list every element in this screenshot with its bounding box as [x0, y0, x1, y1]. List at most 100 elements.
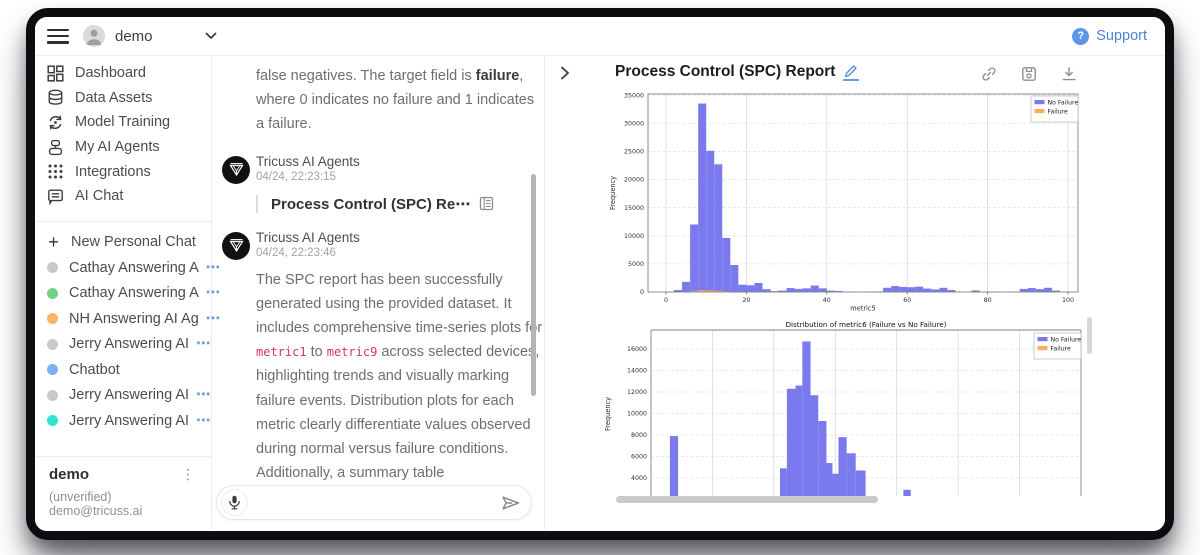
chat-list-item[interactable]: Chatbot	[47, 357, 211, 383]
svg-text:16000: 16000	[627, 346, 647, 353]
chat-name: Jerry Answering AI	[69, 412, 190, 429]
sidebar: Dashboard Data Assets Model Training My AI …	[35, 56, 220, 530]
new-personal-chat-button[interactable]: + New Personal Chat	[47, 230, 211, 256]
sidebar-item-label: Model Training	[75, 114, 171, 131]
chat-name: Chatbot	[69, 361, 120, 378]
nav-list: Dashboard Data Assets Model Training My AI …	[35, 56, 211, 209]
message-timestamp: 04/24, 22:23:46	[256, 246, 336, 259]
svg-text:Distribution of metric6 (Failu: Distribution of metric6 (Failure vs No F…	[786, 320, 947, 329]
sidebar-item-my-ai-agents[interactable]: My AI Agents	[47, 135, 211, 160]
svg-text:15000: 15000	[624, 205, 644, 212]
svg-text:12000: 12000	[627, 389, 647, 396]
figure-metric6-distribution: Distribution of metric6 (Failure vs No F…	[602, 319, 1090, 496]
message-text: failure	[475, 68, 520, 84]
footer-username: demo	[49, 466, 90, 483]
new-chat-label: New Personal Chat	[71, 234, 196, 251]
svg-text:0: 0	[664, 297, 668, 304]
sidebar-item-label: Integrations	[75, 163, 151, 180]
message-timestamp: 04/24, 22:23:15	[256, 170, 336, 183]
agents-icon	[47, 139, 64, 156]
chat-list-item[interactable]: Jerry Answering AI ⋯	[47, 332, 211, 358]
svg-text:5000: 5000	[628, 261, 644, 268]
truncation-ellipsis: ⋯	[205, 310, 222, 327]
truncation-ellipsis: ⋯	[196, 336, 212, 353]
truncation-ellipsis: ⋯	[205, 285, 222, 302]
report-vertical-scrollbar[interactable]	[1087, 317, 1092, 354]
copy-link-button[interactable]	[981, 66, 997, 82]
app-window: demo ? Support Dashboard Data Assets Model…	[26, 8, 1174, 540]
svg-text:10000: 10000	[627, 411, 647, 418]
svg-text:20000: 20000	[624, 177, 644, 184]
sidebar-item-dashboard[interactable]: Dashboard	[47, 61, 211, 86]
save-button[interactable]	[1021, 66, 1037, 82]
document-icon	[479, 196, 494, 211]
chat-message: Tricuss AI Agents 04/24, 22:23:15 Process …	[222, 153, 544, 213]
svg-text:100: 100	[1062, 297, 1074, 304]
message-text: across selected devices, highlighting tr…	[256, 344, 540, 482]
chat-color-dot-icon	[47, 364, 58, 376]
sidebar-item-integrations[interactable]: Integrations	[47, 159, 211, 184]
report-attachment-card[interactable]: Process Control (SPC) Re⋯	[256, 194, 544, 213]
svg-text:6000: 6000	[631, 454, 647, 461]
message-text: false negatives. The target field is	[256, 68, 476, 84]
chat-color-dot-icon	[47, 338, 58, 350]
truncation-ellipsis: ⋯	[196, 387, 212, 404]
truncation-ellipsis: ⋯	[205, 259, 222, 276]
user-name: demo	[115, 27, 153, 45]
send-icon	[502, 495, 520, 510]
user-menu[interactable]: demo	[83, 25, 217, 47]
send-button[interactable]	[497, 495, 525, 511]
topbar: demo ? Support	[35, 17, 1165, 56]
chat-name: Cathay Answering A	[69, 259, 199, 276]
chat-list-item[interactable]: Jerry Answering AI ⋯	[47, 408, 211, 434]
chat-scrollbar[interactable]	[531, 174, 536, 396]
chat-color-dot-icon	[47, 287, 58, 299]
svg-text:60: 60	[903, 297, 911, 304]
message-text-continued: false negatives. The target field is fai…	[256, 64, 544, 137]
svg-text:No Failure: No Failure	[1051, 336, 1082, 343]
sidebar-item-label: AI Chat	[75, 188, 124, 205]
edit-title-button[interactable]	[843, 64, 860, 81]
database-icon	[47, 89, 64, 106]
chat-name: Jerry Answering AI	[69, 387, 190, 404]
chevron-down-icon[interactable]	[205, 27, 217, 45]
user-avatar	[83, 25, 105, 47]
microphone-button[interactable]	[221, 489, 248, 516]
hamburger-menu-icon[interactable]	[47, 28, 69, 44]
report-header: Process Control (SPC) Report	[545, 56, 1165, 92]
chat-list-item[interactable]: Cathay Answering A ⋯	[47, 281, 220, 307]
svg-text:Frequency: Frequency	[609, 176, 617, 210]
chat-list-item[interactable]: NH Answering AI Ag ⋯	[47, 306, 220, 332]
svg-text:8000: 8000	[631, 432, 647, 439]
sidebar-item-label: Dashboard	[75, 65, 146, 82]
chat-name: Cathay Answering A	[69, 285, 199, 302]
download-button[interactable]	[1061, 66, 1077, 82]
integrations-icon	[47, 163, 64, 180]
tricuss-agent-avatar	[222, 155, 250, 184]
kebab-menu-icon[interactable]: ⋮	[181, 466, 195, 482]
collapse-panel-button[interactable]	[555, 64, 575, 84]
message-text: The SPC report has been successfully gen…	[256, 271, 543, 337]
report-panel: Process Control (SPC) Report	[545, 56, 1165, 530]
sidebar-item-ai-chat[interactable]: AI Chat	[47, 184, 211, 209]
chat-panel: false negatives. The target field is fai…	[212, 56, 545, 530]
svg-text:40: 40	[823, 297, 831, 304]
chat-list-item[interactable]: Cathay Answering A ⋯	[47, 255, 220, 281]
svg-text:No Failure: No Failure	[1048, 99, 1079, 106]
message-sender: Tricuss AI Agents	[256, 153, 360, 169]
svg-text:30000: 30000	[624, 120, 644, 127]
training-icon	[47, 114, 64, 131]
chat-input[interactable]	[256, 493, 489, 512]
sidebar-item-model-training[interactable]: Model Training	[47, 110, 211, 135]
support-button[interactable]: ? Support	[1072, 27, 1147, 45]
sidebar-footer: demo ⋮ (unverified) demo@tricuss.ai	[35, 456, 211, 530]
sidebar-item-label: My AI Agents	[75, 139, 160, 156]
sidebar-item-data-assets[interactable]: Data Assets	[47, 86, 211, 111]
microphone-icon	[229, 495, 240, 510]
chat-list-item[interactable]: Jerry Answering AI ⋯	[47, 383, 211, 409]
report-horizontal-scrollbar[interactable]	[616, 496, 878, 503]
message-sender: Tricuss AI Agents	[256, 229, 360, 245]
svg-text:Frequency: Frequency	[604, 397, 612, 431]
truncation-ellipsis: ⋯	[196, 412, 212, 429]
help-icon: ?	[1072, 27, 1090, 45]
